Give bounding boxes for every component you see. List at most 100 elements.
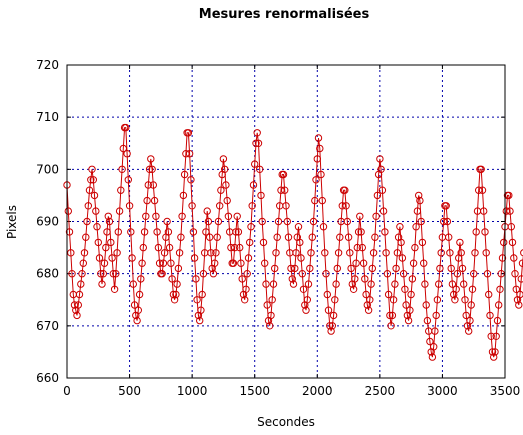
data-point xyxy=(317,170,325,179)
data-point xyxy=(212,249,220,257)
data-point xyxy=(83,217,91,226)
data-point xyxy=(451,296,459,304)
data-point xyxy=(378,186,387,194)
tick-labels: 0 500 1000 1500 2000 2500 3000 3500 660 670 680 690… xyxy=(36,58,520,398)
data-point xyxy=(404,316,413,325)
data-point xyxy=(497,270,505,278)
data-point xyxy=(219,155,228,163)
data-point xyxy=(453,270,462,278)
data-point xyxy=(416,196,424,205)
data-point xyxy=(334,249,343,257)
data-point xyxy=(379,207,388,215)
y-tick-label: 690 xyxy=(36,215,59,229)
data-point xyxy=(118,165,126,174)
data-point xyxy=(308,233,316,241)
data-point xyxy=(359,259,368,267)
data-point xyxy=(387,322,395,330)
data-point xyxy=(244,254,253,262)
data-point xyxy=(372,212,380,221)
y-tick-label: 710 xyxy=(36,110,59,124)
data-point xyxy=(432,311,440,320)
data-point xyxy=(382,249,390,257)
data-point xyxy=(92,207,100,215)
data-point xyxy=(493,316,502,325)
data-point xyxy=(420,259,428,267)
data-point xyxy=(140,228,149,236)
data-point xyxy=(108,254,116,262)
data-point xyxy=(122,123,130,132)
data-point xyxy=(329,311,338,320)
data-point xyxy=(144,181,153,189)
data-point xyxy=(516,290,523,299)
data-point xyxy=(174,264,183,273)
data-point xyxy=(341,186,349,194)
data-point xyxy=(274,217,283,226)
data-point xyxy=(168,275,176,283)
data-point xyxy=(435,280,443,288)
data-point xyxy=(344,233,353,241)
data-point xyxy=(133,316,141,325)
data-point xyxy=(333,264,341,273)
data-point xyxy=(258,217,266,226)
data-point xyxy=(177,233,185,241)
data-point xyxy=(364,306,373,314)
data-point xyxy=(507,223,515,231)
data-point xyxy=(130,301,139,309)
data-point xyxy=(336,233,344,241)
data-point xyxy=(510,254,518,262)
data-point xyxy=(67,249,75,257)
data-point xyxy=(406,306,414,314)
y-tick-label: 700 xyxy=(36,162,59,176)
data-point xyxy=(164,228,173,236)
data-point xyxy=(248,202,256,210)
plot-frame xyxy=(66,64,506,379)
data-point xyxy=(77,280,85,288)
data-point xyxy=(506,207,514,215)
data-point xyxy=(198,290,206,299)
data-point xyxy=(481,228,489,236)
data-point xyxy=(409,259,418,267)
x-tick-label: 1500 xyxy=(239,384,270,398)
x-tick-label: 3500 xyxy=(490,384,521,398)
data-point xyxy=(165,243,174,252)
data-point xyxy=(155,259,164,267)
data-point xyxy=(180,170,189,179)
data-point xyxy=(327,327,335,335)
data-point xyxy=(102,243,110,252)
data-point xyxy=(287,264,295,273)
data-point xyxy=(125,202,134,210)
data-point xyxy=(383,270,392,278)
data-point xyxy=(486,311,494,320)
data-point xyxy=(216,202,224,210)
data-point xyxy=(491,348,499,356)
data-point xyxy=(288,275,296,283)
data-point xyxy=(457,249,465,257)
y-tick-label: 670 xyxy=(36,319,59,333)
data-point xyxy=(283,217,291,226)
data-point xyxy=(446,249,454,257)
data-point xyxy=(251,160,259,168)
data-point xyxy=(65,228,74,236)
data-point xyxy=(268,296,276,304)
data-point xyxy=(338,202,346,210)
data-point xyxy=(408,275,417,283)
data-point xyxy=(520,249,523,257)
data-point xyxy=(421,280,429,288)
data-point xyxy=(371,233,379,241)
data-point xyxy=(483,270,492,278)
data-point xyxy=(190,254,199,262)
data-point xyxy=(422,301,430,309)
data-point xyxy=(78,270,86,278)
data-point xyxy=(178,212,186,221)
data-point xyxy=(452,285,460,293)
data-point xyxy=(73,311,81,320)
data-point xyxy=(357,228,365,236)
data-point xyxy=(199,270,208,278)
data-point xyxy=(505,191,513,200)
data-point xyxy=(137,275,145,283)
data-point xyxy=(352,259,360,267)
data-point xyxy=(346,249,354,257)
data-point xyxy=(233,212,241,221)
data-point xyxy=(412,223,420,231)
data-point xyxy=(128,254,136,262)
